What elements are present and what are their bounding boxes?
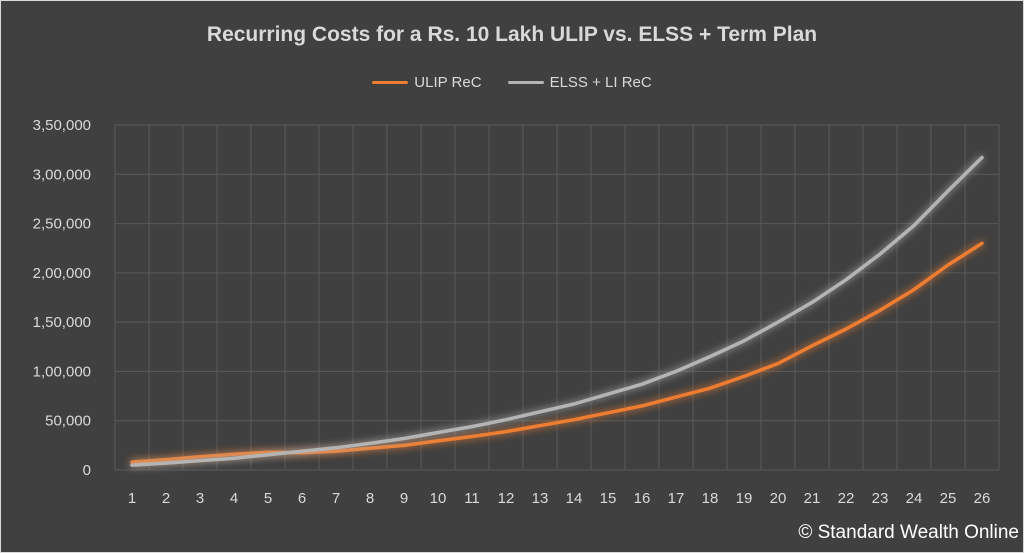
x-tick-label: 3 <box>196 490 204 507</box>
x-tick-label: 5 <box>264 490 272 507</box>
series-line-elss <box>130 155 984 467</box>
x-tick-label: 23 <box>872 490 889 507</box>
x-tick-label: 22 <box>838 490 855 507</box>
x-tick-label: 14 <box>566 490 583 507</box>
legend-item-ulip: ULIP ReC <box>372 74 482 91</box>
legend-swatch-elss <box>507 81 544 84</box>
x-tick-label: 21 <box>804 490 821 507</box>
y-tick-label: 3,50,000 <box>33 117 91 134</box>
x-tick-label: 15 <box>600 490 617 507</box>
x-tick-label: 13 <box>532 490 549 507</box>
x-tick-label: 1 <box>128 490 136 507</box>
legend-label-ulip: ULIP ReC <box>414 74 482 91</box>
legend-item-elss: ELSS + LI ReC <box>507 74 652 91</box>
chart-legend: ULIP ReC ELSS + LI ReC <box>1 74 1023 91</box>
y-tick-label: 3,00,000 <box>33 166 91 183</box>
chart-title: Recurring Costs for a Rs. 10 Lakh ULIP v… <box>206 23 818 46</box>
x-tick-label: 17 <box>668 490 685 507</box>
x-tick-label: 19 <box>736 490 753 507</box>
x-tick-label: 2 <box>162 490 170 507</box>
x-tick-label: 10 <box>430 490 447 507</box>
y-tick-label: 1,00,000 <box>33 363 91 380</box>
y-tick-label: 2,00,000 <box>33 265 91 282</box>
x-tick-label: 24 <box>906 490 923 507</box>
x-tick-label: 20 <box>770 490 787 507</box>
x-tick-label: 11 <box>464 490 480 507</box>
y-tick-label: 2,50,000 <box>33 216 91 233</box>
copyright-notice: © Standard Wealth Online <box>798 522 1019 543</box>
x-tick-label: 26 <box>974 490 991 507</box>
y-tick-label: 1,50,000 <box>33 314 91 331</box>
x-tick-label: 16 <box>634 490 651 507</box>
legend-label-elss: ELSS + LI ReC <box>549 74 652 91</box>
y-tick-label: 0 <box>83 462 91 479</box>
x-tick-label: 8 <box>366 490 374 507</box>
x-tick-label: 18 <box>702 490 719 507</box>
legend-swatch-ulip <box>372 81 409 84</box>
x-tick-label: 6 <box>298 490 306 507</box>
x-tick-label: 4 <box>230 490 238 507</box>
x-tick-label: 25 <box>940 490 957 507</box>
x-tick-label: 9 <box>400 490 408 507</box>
x-tick-label: 7 <box>332 490 340 507</box>
x-tick-label: 12 <box>498 490 515 507</box>
y-tick-label: 50,000 <box>45 413 91 430</box>
